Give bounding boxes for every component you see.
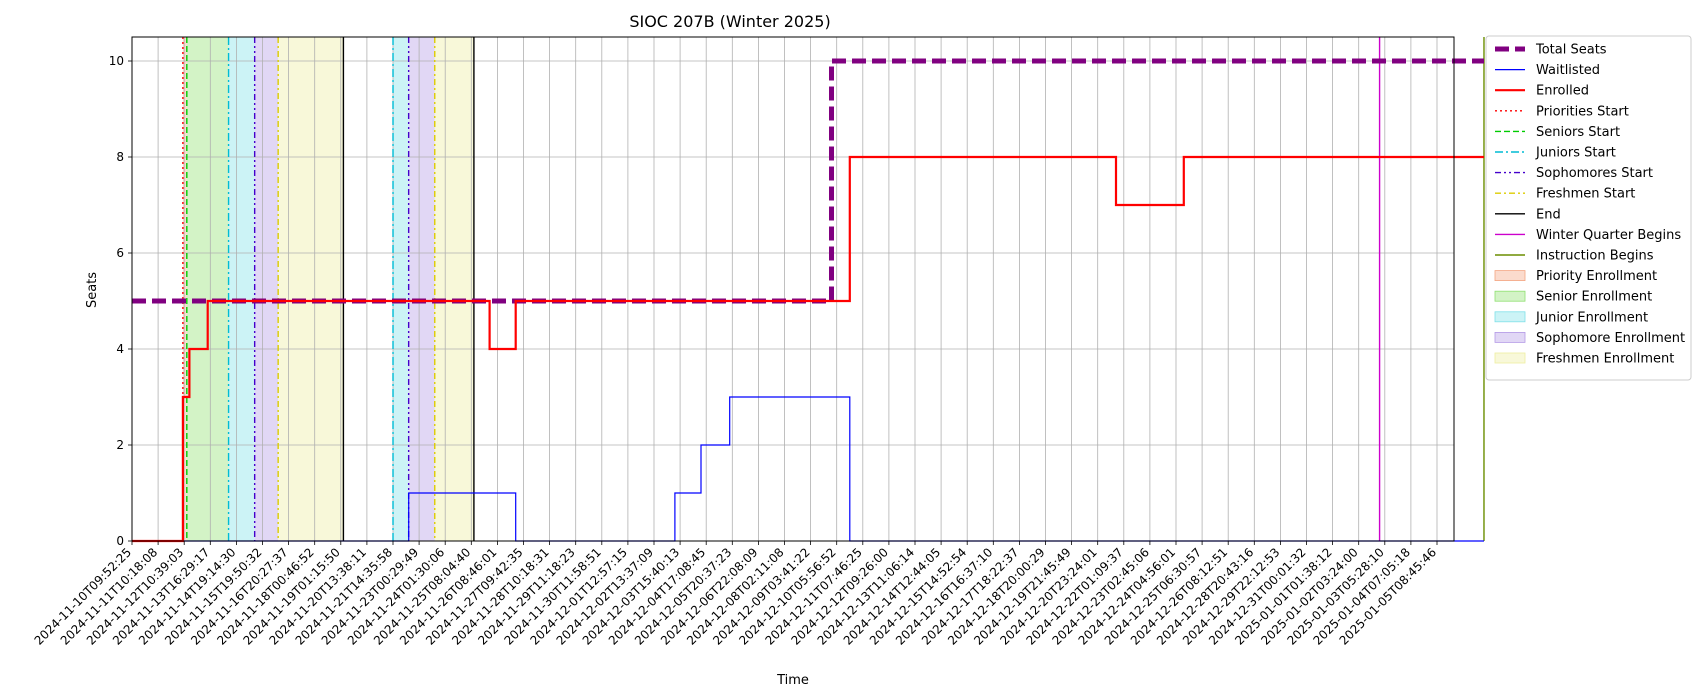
legend-label: Sophomores Start [1536, 166, 1653, 181]
y-tick-label: 2 [116, 438, 124, 452]
legend: Total Seats Waitlisted Enrolled Priorities … [1485, 35, 1692, 381]
junior-enrollment-legend-swatch [1494, 311, 1526, 323]
freshmen-enrollment-region [278, 37, 344, 541]
y-tick-label: 0 [116, 534, 124, 548]
legend-label: Waitlisted [1536, 63, 1600, 78]
x-axis-label: Time [776, 673, 809, 688]
enrolled-series [132, 155, 1484, 543]
legend-label: Winter Quarter Begins [1536, 228, 1681, 243]
freshmen-enrollment-legend-swatch [1494, 352, 1526, 364]
y-axis-label: Seats [85, 272, 100, 308]
y-tick-label: 10 [109, 54, 124, 68]
senior-enrollment-legend-swatch [1494, 290, 1526, 302]
y-axis-ticks: 0 2 4 6 8 10 [109, 54, 132, 548]
chart-title: SIOC 207B (Winter 2025) [629, 12, 830, 31]
junior-enrollment-region [228, 37, 255, 541]
legend-label: Juniors Start [1535, 146, 1616, 161]
freshmen-enrollment-region [434, 37, 474, 541]
senior-enrollment-region [186, 37, 229, 541]
y-tick-label: 8 [116, 150, 124, 164]
legend-label: Total Seats [1535, 43, 1607, 58]
y-tick-label: 6 [116, 246, 124, 260]
legend-label: Sophomore Enrollment [1536, 331, 1685, 346]
legend-label: Freshmen Start [1536, 187, 1635, 202]
plot-frame [131, 36, 1455, 542]
sophomore-enrollment-region [254, 37, 279, 541]
priority-enrollment-legend-swatch [1494, 270, 1526, 282]
legend-label: Priorities Start [1536, 104, 1629, 119]
data-series [132, 58, 1484, 543]
legend-label: Enrolled [1536, 84, 1589, 99]
legend-box [1485, 35, 1692, 381]
junior-enrollment-region [393, 37, 409, 541]
legend-label: End [1536, 207, 1561, 222]
waitlisted-series [132, 396, 1484, 542]
vertical-markers [182, 37, 1485, 541]
legend-label: Junior Enrollment [1535, 310, 1648, 325]
legend-label: Seniors Start [1536, 125, 1620, 140]
y-tick-label: 4 [116, 342, 124, 356]
sophomore-enrollment-region [408, 37, 435, 541]
legend-label: Instruction Begins [1536, 249, 1654, 264]
shaded-regions [182, 37, 474, 541]
sophomore-enrollment-legend-swatch [1494, 331, 1526, 343]
legend-label: Senior Enrollment [1536, 290, 1652, 305]
legend-label: Priority Enrollment [1536, 269, 1657, 284]
x-axis-ticks: 2024-11-10T09:52:252024-11-11T10:18:0820… [32, 541, 1439, 648]
legend-label: Freshmen Enrollment [1536, 352, 1674, 367]
priority-enrollment-region [182, 37, 187, 541]
